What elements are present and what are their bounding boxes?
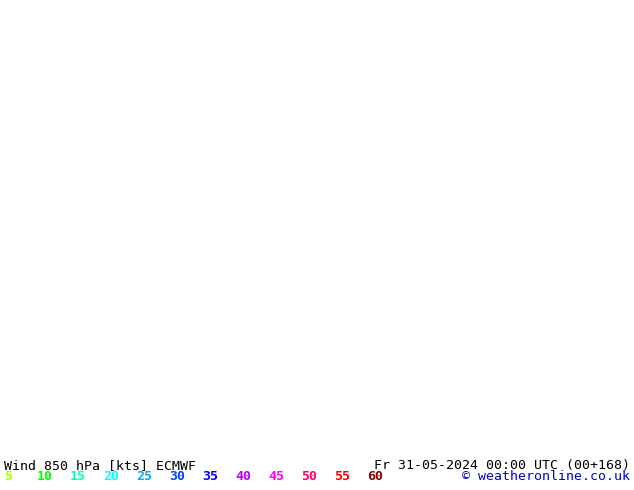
Text: Fr 31-05-2024 00:00 UTC (00+168): Fr 31-05-2024 00:00 UTC (00+168) [374, 459, 630, 472]
Text: Wind 850 hPa [kts] ECMWF: Wind 850 hPa [kts] ECMWF [4, 459, 196, 472]
Text: 45: 45 [268, 470, 284, 483]
Text: 40: 40 [235, 470, 251, 483]
Text: 30: 30 [169, 470, 185, 483]
Text: 15: 15 [70, 470, 86, 483]
Text: © weatheronline.co.uk: © weatheronline.co.uk [462, 470, 630, 483]
Text: 25: 25 [136, 470, 152, 483]
Text: 60: 60 [367, 470, 383, 483]
Text: 5: 5 [4, 470, 12, 483]
Text: 55: 55 [334, 470, 350, 483]
Text: 35: 35 [202, 470, 218, 483]
Text: 10: 10 [37, 470, 53, 483]
Text: 20: 20 [103, 470, 119, 483]
Text: 50: 50 [301, 470, 317, 483]
